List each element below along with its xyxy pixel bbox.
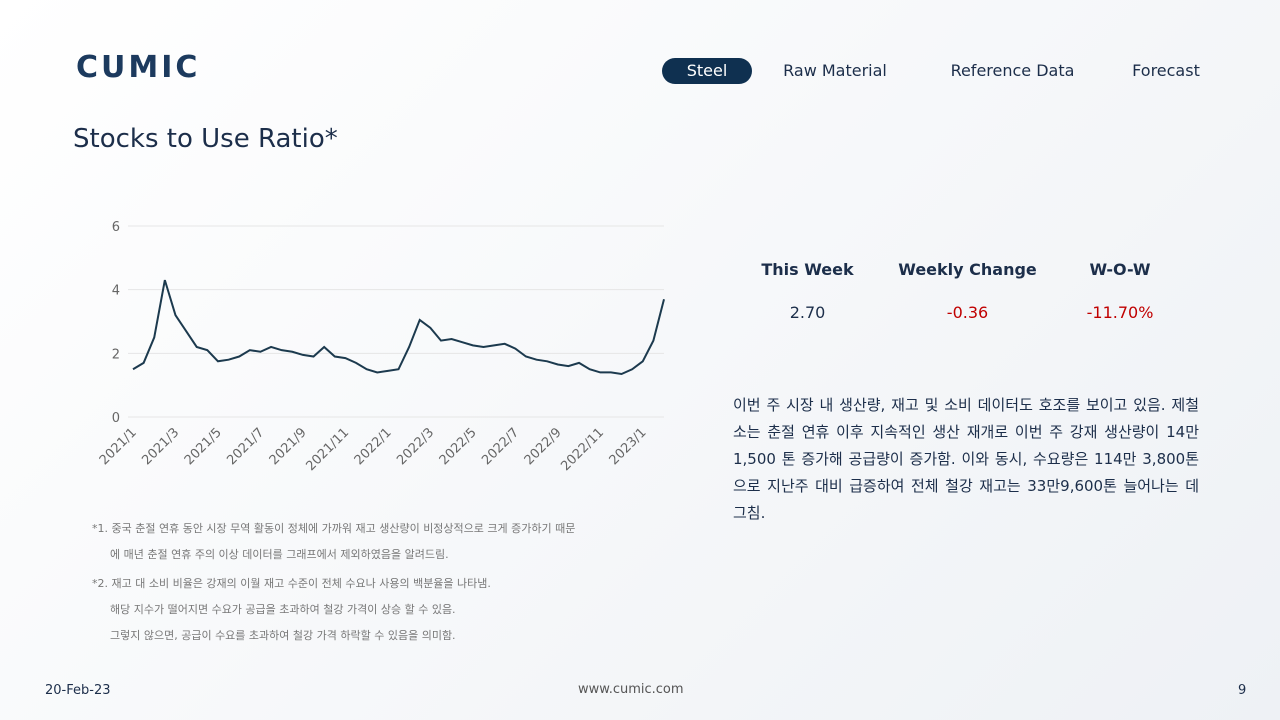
x-tick-label: 2022/1	[352, 425, 395, 468]
stat-header: This Week	[761, 260, 854, 279]
stat-header: Weekly Change	[898, 260, 1037, 279]
chart: 0 2 4 6 2021/1 2021/3 2021/5 2021/7 2021/92021/1…	[97, 220, 665, 474]
page-title: Stocks to Use Ratio*	[73, 124, 338, 154]
x-tick-label: 2021/7	[224, 425, 267, 468]
y-tick-label: 0	[112, 411, 120, 426]
logo: CUMIC	[76, 50, 201, 85]
stat-value: -0.36	[946, 303, 989, 322]
x-tick-label: 2022/5	[437, 425, 480, 468]
stat-value: 2.70	[789, 303, 826, 322]
x-tick-label: 2023/1	[607, 425, 650, 468]
x-tick-label: 2022/11	[558, 425, 607, 474]
x-tick-label: 2022/7	[479, 425, 522, 468]
note: 그렇지 않으면, 공급이 수요를 초과하여 철강 가격 하락할 수 있음을 의미…	[110, 629, 456, 642]
footer-url: www.cumic.com	[578, 682, 684, 697]
note: *1. 중국 춘절 연휴 동안 시장 무역 활동이 정체에 가까워 재고 생산량…	[92, 522, 576, 535]
x-tick-label: 2021/5	[182, 425, 225, 468]
y-tick-label: 4	[112, 284, 120, 299]
x-tick-label: 2021/1	[97, 425, 140, 468]
x-tick-label: 2022/3	[394, 425, 437, 468]
footer-date: 20-Feb-23	[45, 683, 111, 698]
nav-item[interactable]: Forecast	[1132, 61, 1200, 80]
nav-item[interactable]: Reference Data	[950, 61, 1075, 80]
note: *2. 재고 대 소비 비율은 강재의 이월 재고 수준이 전체 수요나 사용의…	[92, 577, 491, 590]
x-tick-label: 2021/3	[139, 425, 182, 468]
x-tick-label: 2021/9	[267, 425, 310, 468]
stat-header: W-O-W	[1089, 260, 1151, 279]
y-tick-label: 2	[112, 347, 120, 362]
x-tick-label: 2022/9	[522, 425, 565, 468]
paragraph: 이번 주 시장 내 생산량, 재고 및 소비 데이터도 호조를 보이고 있음. …	[733, 396, 1199, 522]
y-tick-label: 6	[112, 220, 120, 235]
note: 에 매년 춘절 연휴 주의 이상 데이터를 그래프에서 제외하였음을 알려드림.	[110, 548, 449, 561]
nav-item[interactable]: Raw Material	[783, 61, 887, 80]
x-tick-label: 2021/11	[303, 425, 352, 474]
nav-item[interactable]: Steel	[662, 58, 752, 84]
page-number: 9	[1238, 683, 1247, 698]
stat-value: -11.70%	[1086, 303, 1154, 322]
line	[132, 279, 665, 376]
note: 해당 지수가 떨어지면 수요가 공급을 초과하여 철강 가격이 상승 할 수 있…	[110, 603, 456, 616]
